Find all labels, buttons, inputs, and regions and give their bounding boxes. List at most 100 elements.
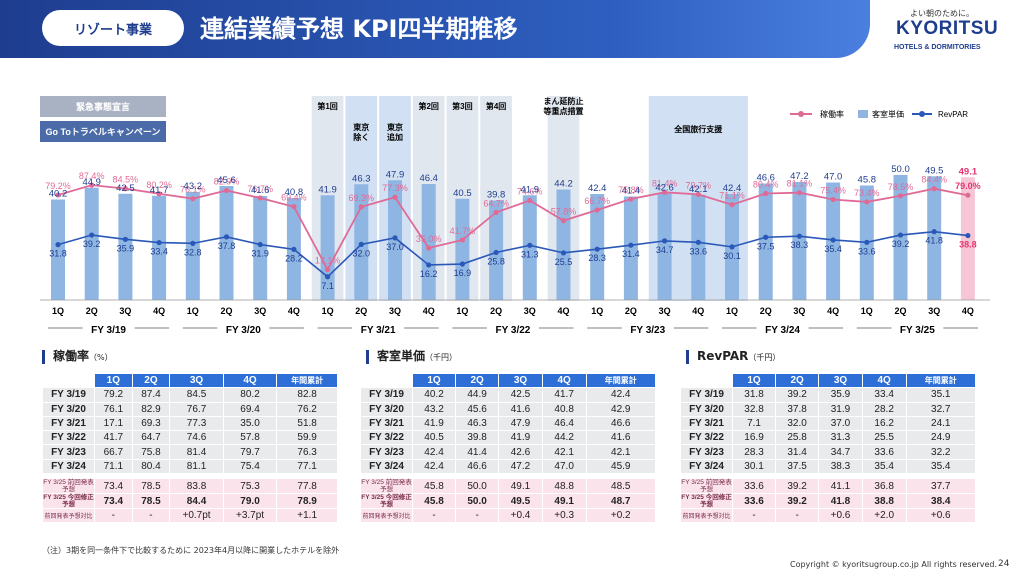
occupancy-diff-cell: - xyxy=(94,508,133,524)
adr-label: 40.8 xyxy=(285,187,304,198)
occupancy-cell: 76.1 xyxy=(94,401,133,417)
occupancy-prev-cell: 83.8 xyxy=(169,478,224,495)
fiscal-year-label: FY 3/21 xyxy=(361,325,396,336)
revpar-label: 32.8 xyxy=(184,247,202,257)
revpar-point xyxy=(190,240,196,246)
occupancy-fy-label: FY 3/22 xyxy=(42,430,95,446)
event-tokyo-ex-1: 東京 xyxy=(353,122,369,132)
adr-cell: 47.0 xyxy=(541,458,587,475)
adr-label: 49.1 xyxy=(959,166,978,177)
occupancy-point xyxy=(796,190,803,196)
adr-bar xyxy=(792,182,807,300)
fiscal-year-label: FY 3/22 xyxy=(496,325,531,336)
occupancy-point xyxy=(628,196,634,202)
occupancy-label: 79.0% xyxy=(955,181,981,191)
revpar-diff-cell: +0.6 xyxy=(818,508,863,524)
occupancy-label: 57.8% xyxy=(551,207,577,217)
legend-occupancy-label: 稼働率 xyxy=(820,109,844,119)
fiscal-year-label: FY 3/25 xyxy=(900,325,935,336)
event-tokyo-ex-2: 除く xyxy=(353,132,369,142)
adr-bar xyxy=(960,177,975,300)
quarter-tick-label: 3Q xyxy=(793,306,805,316)
adr-cell: 42.4 xyxy=(411,458,457,475)
adr-label: 50.0 xyxy=(891,164,910,175)
adr-row: FY 3/21 41.9 46.3 47.9 46.4 46.6 xyxy=(360,415,656,432)
occupancy-table-title: 稼働率（%） xyxy=(42,350,113,364)
revpar-label: 37.0 xyxy=(386,242,404,252)
adr-bar xyxy=(185,192,200,300)
revpar-point xyxy=(493,249,499,256)
adr-cell: 41.4 xyxy=(455,444,500,460)
occupancy-diff-cell: +1.1 xyxy=(276,508,338,524)
revpar-cell: 24.1 xyxy=(905,415,976,432)
logo-subtitle: HOTELS & DORMITORIES xyxy=(894,44,981,51)
revpar-col-header: 年間累計 xyxy=(905,372,976,389)
revpar-col-header: 1Q xyxy=(731,372,777,389)
occupancy-point xyxy=(426,245,432,251)
revpar-revised-row: FY 3/25 今回修正予想 33.6 39.2 41.8 38.8 38.4 xyxy=(680,493,976,510)
revpar-label: 33.6 xyxy=(858,246,876,256)
revpar-label: 30.1 xyxy=(723,251,741,261)
revpar-point xyxy=(89,232,95,238)
revpar-point xyxy=(796,233,803,239)
footnote: （注）3期を同一条件下で比較するために 2023年4月以降に開業したホテルを除外 xyxy=(42,546,340,555)
adr-label: 41.6 xyxy=(251,185,270,196)
revpar-fy-label: FY 3/19 xyxy=(680,387,733,403)
revpar-label: 31.9 xyxy=(251,249,269,259)
adr-cell: 42.6 xyxy=(498,444,543,460)
quarter-tick-label: 1Q xyxy=(726,306,738,316)
occupancy-point xyxy=(325,266,331,273)
adr-fy-label: FY 3/24 xyxy=(360,458,413,475)
adr-fy-label: FY 3/23 xyxy=(360,444,413,460)
quarter-tick-label: 2Q xyxy=(894,306,906,316)
revpar-label: 7.1 xyxy=(321,281,334,291)
adr-bar xyxy=(152,195,167,300)
adr-bar xyxy=(421,184,436,300)
revpar-label: 38.3 xyxy=(791,240,809,250)
revpar-prev-cell: 33.6 xyxy=(731,478,777,495)
quarter-tick-label: 1Q xyxy=(52,306,64,316)
adr-col-header: 2Q xyxy=(455,372,500,389)
occupancy-diff-cell: - xyxy=(131,508,171,524)
occupancy-label: 17.1% xyxy=(315,255,341,265)
quarter-tick-label: 4Q xyxy=(423,306,435,316)
revpar-cell: 37.0 xyxy=(818,415,863,432)
revpar-label: 35.9 xyxy=(117,243,135,253)
event-first: 第1回 xyxy=(317,101,337,111)
revpar-cell: 28.3 xyxy=(731,444,777,460)
adr-label: 39.8 xyxy=(487,190,506,201)
occupancy-cell: 80.2 xyxy=(222,387,278,403)
adr-bar xyxy=(51,199,65,300)
occupancy-label: 82.9% xyxy=(214,177,240,187)
occupancy-row: FY 3/19 79.2 87.4 84.5 80.2 82.8 xyxy=(42,387,338,403)
quarter-tick-label: 4Q xyxy=(557,306,569,316)
adr-diff-cell: +0.4 xyxy=(498,508,543,524)
occupancy-cell: 76.7 xyxy=(169,401,224,417)
occupancy-row: FY 3/21 17.1 69.3 77.3 35.0 51.8 xyxy=(42,415,338,432)
quarter-tick-label: 1Q xyxy=(591,306,603,316)
adr-cell: 46.3 xyxy=(455,415,500,432)
occupancy-revised-cell: 84.4 xyxy=(169,493,224,510)
occupancy-label: 74.6% xyxy=(517,186,543,196)
occupancy-label: 76.1% xyxy=(180,185,206,195)
adr-cell: 46.4 xyxy=(541,415,587,432)
logo-name: KYORITSU xyxy=(896,18,999,39)
occupancy-prev-cell: 78.5 xyxy=(131,478,171,495)
revpar-point xyxy=(662,238,668,244)
revpar-cell: 32.0 xyxy=(775,415,820,432)
occupancy-diff-label: 前回発表予想対比 xyxy=(42,508,95,524)
revpar-revised-cell: 38.4 xyxy=(905,493,976,510)
occupancy-point xyxy=(965,192,971,198)
adr-diff-cell: +0.2 xyxy=(585,508,656,524)
logo-tagline: よい朝のために。 xyxy=(910,9,974,18)
occupancy-row: FY 3/24 71.1 80.4 81.1 75.4 77.1 xyxy=(42,458,338,475)
adr-revised-row: FY 3/25 今回修正予想 45.8 50.0 49.5 49.1 48.7 xyxy=(360,493,656,510)
event-manen-1: まん延防止 xyxy=(544,96,584,106)
adr-label: 47.0 xyxy=(824,172,843,183)
occupancy-label: 75.8% xyxy=(618,185,644,195)
occupancy-point xyxy=(931,186,937,192)
emergency-label: 緊急事態宣言 xyxy=(76,101,130,112)
occupancy-label: 84.4% xyxy=(921,175,947,185)
quarter-tick-label: 1Q xyxy=(456,306,468,316)
adr-fy-label: FY 3/21 xyxy=(360,415,413,432)
